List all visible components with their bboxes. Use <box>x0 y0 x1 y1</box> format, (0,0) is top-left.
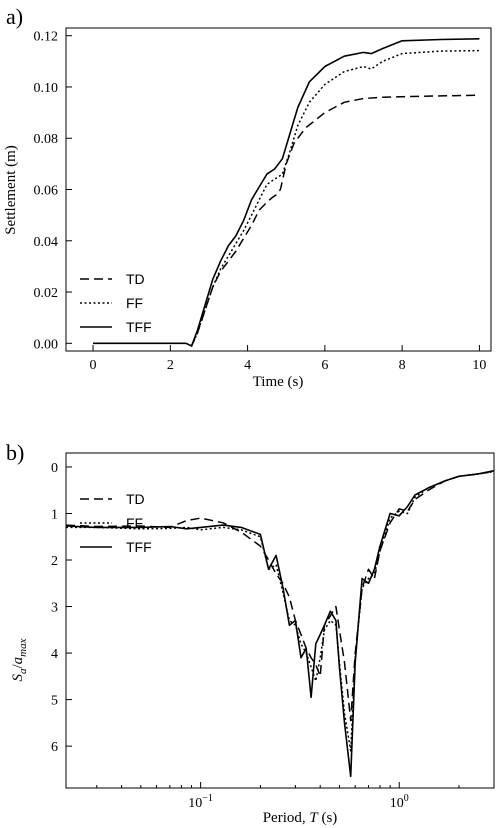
x-tick-label: 0 <box>90 358 97 373</box>
y-tick-label: 0 <box>51 461 58 476</box>
x-tick-label: 4 <box>244 358 251 373</box>
y-tick-label: 0.12 <box>34 30 59 45</box>
series-line-td <box>65 470 495 722</box>
y-tick-label: 0.04 <box>34 235 59 250</box>
legend-label-tff: TFF <box>126 319 152 335</box>
legend-label-td: TD <box>126 271 145 287</box>
chart-b: b) 10−1 100 0 1 2 3 4 5 6 Period, T (s) Sa/amax… <box>6 440 495 826</box>
x-axis-label-a: Time (s) <box>253 374 304 390</box>
series-line-tff <box>93 38 480 347</box>
y-axis-label-a: Settlement (m) <box>3 145 19 235</box>
series-line-td <box>93 94 480 347</box>
series-line-ff <box>93 49 480 347</box>
series-line-tff <box>65 469 495 778</box>
y-tick-label: 0.10 <box>34 81 59 96</box>
plot-frame-b <box>65 452 495 789</box>
y-tick-label: 4 <box>51 647 58 662</box>
y-tick-label: 3 <box>51 601 58 616</box>
legend-label-td: TD <box>126 491 145 507</box>
y-tick-label: 6 <box>51 740 58 755</box>
legend-b: TD FF TFF <box>80 491 152 555</box>
x-tick-label: 6 <box>321 358 328 373</box>
panel-label-b: b) <box>6 440 24 465</box>
x-tick-label: 10 <box>472 358 486 373</box>
y-tick-label: 0.02 <box>34 286 59 301</box>
y-tick-label: 0.06 <box>34 184 59 199</box>
legend-label-ff: FF <box>126 515 143 531</box>
y-axis-label-b: Sa/amax <box>10 638 29 681</box>
y-tick-label: 0.00 <box>34 337 59 352</box>
x-tick-label: 100 <box>390 793 409 811</box>
panel-label-a: a) <box>6 4 23 29</box>
legend-a: TD FF TFF <box>80 271 152 335</box>
legend-label-tff: TFF <box>126 539 152 555</box>
y-tick-label: 2 <box>51 554 58 569</box>
x-tick-label: 10−1 <box>188 793 213 811</box>
x-tick-label: 8 <box>399 358 406 373</box>
y-tick-label: 0.08 <box>34 132 59 147</box>
chart-a: a) 0 2 4 6 8 10 0.000.020.040.060.080.100.12 … <box>3 4 492 390</box>
y-tick-label: 5 <box>51 694 58 709</box>
legend-label-ff: FF <box>126 295 143 311</box>
x-axis-label-b: Period, T (s) <box>263 810 338 826</box>
x-tick-label: 2 <box>167 358 174 373</box>
series-line-ff <box>66 470 495 752</box>
y-tick-label: 1 <box>51 507 58 522</box>
